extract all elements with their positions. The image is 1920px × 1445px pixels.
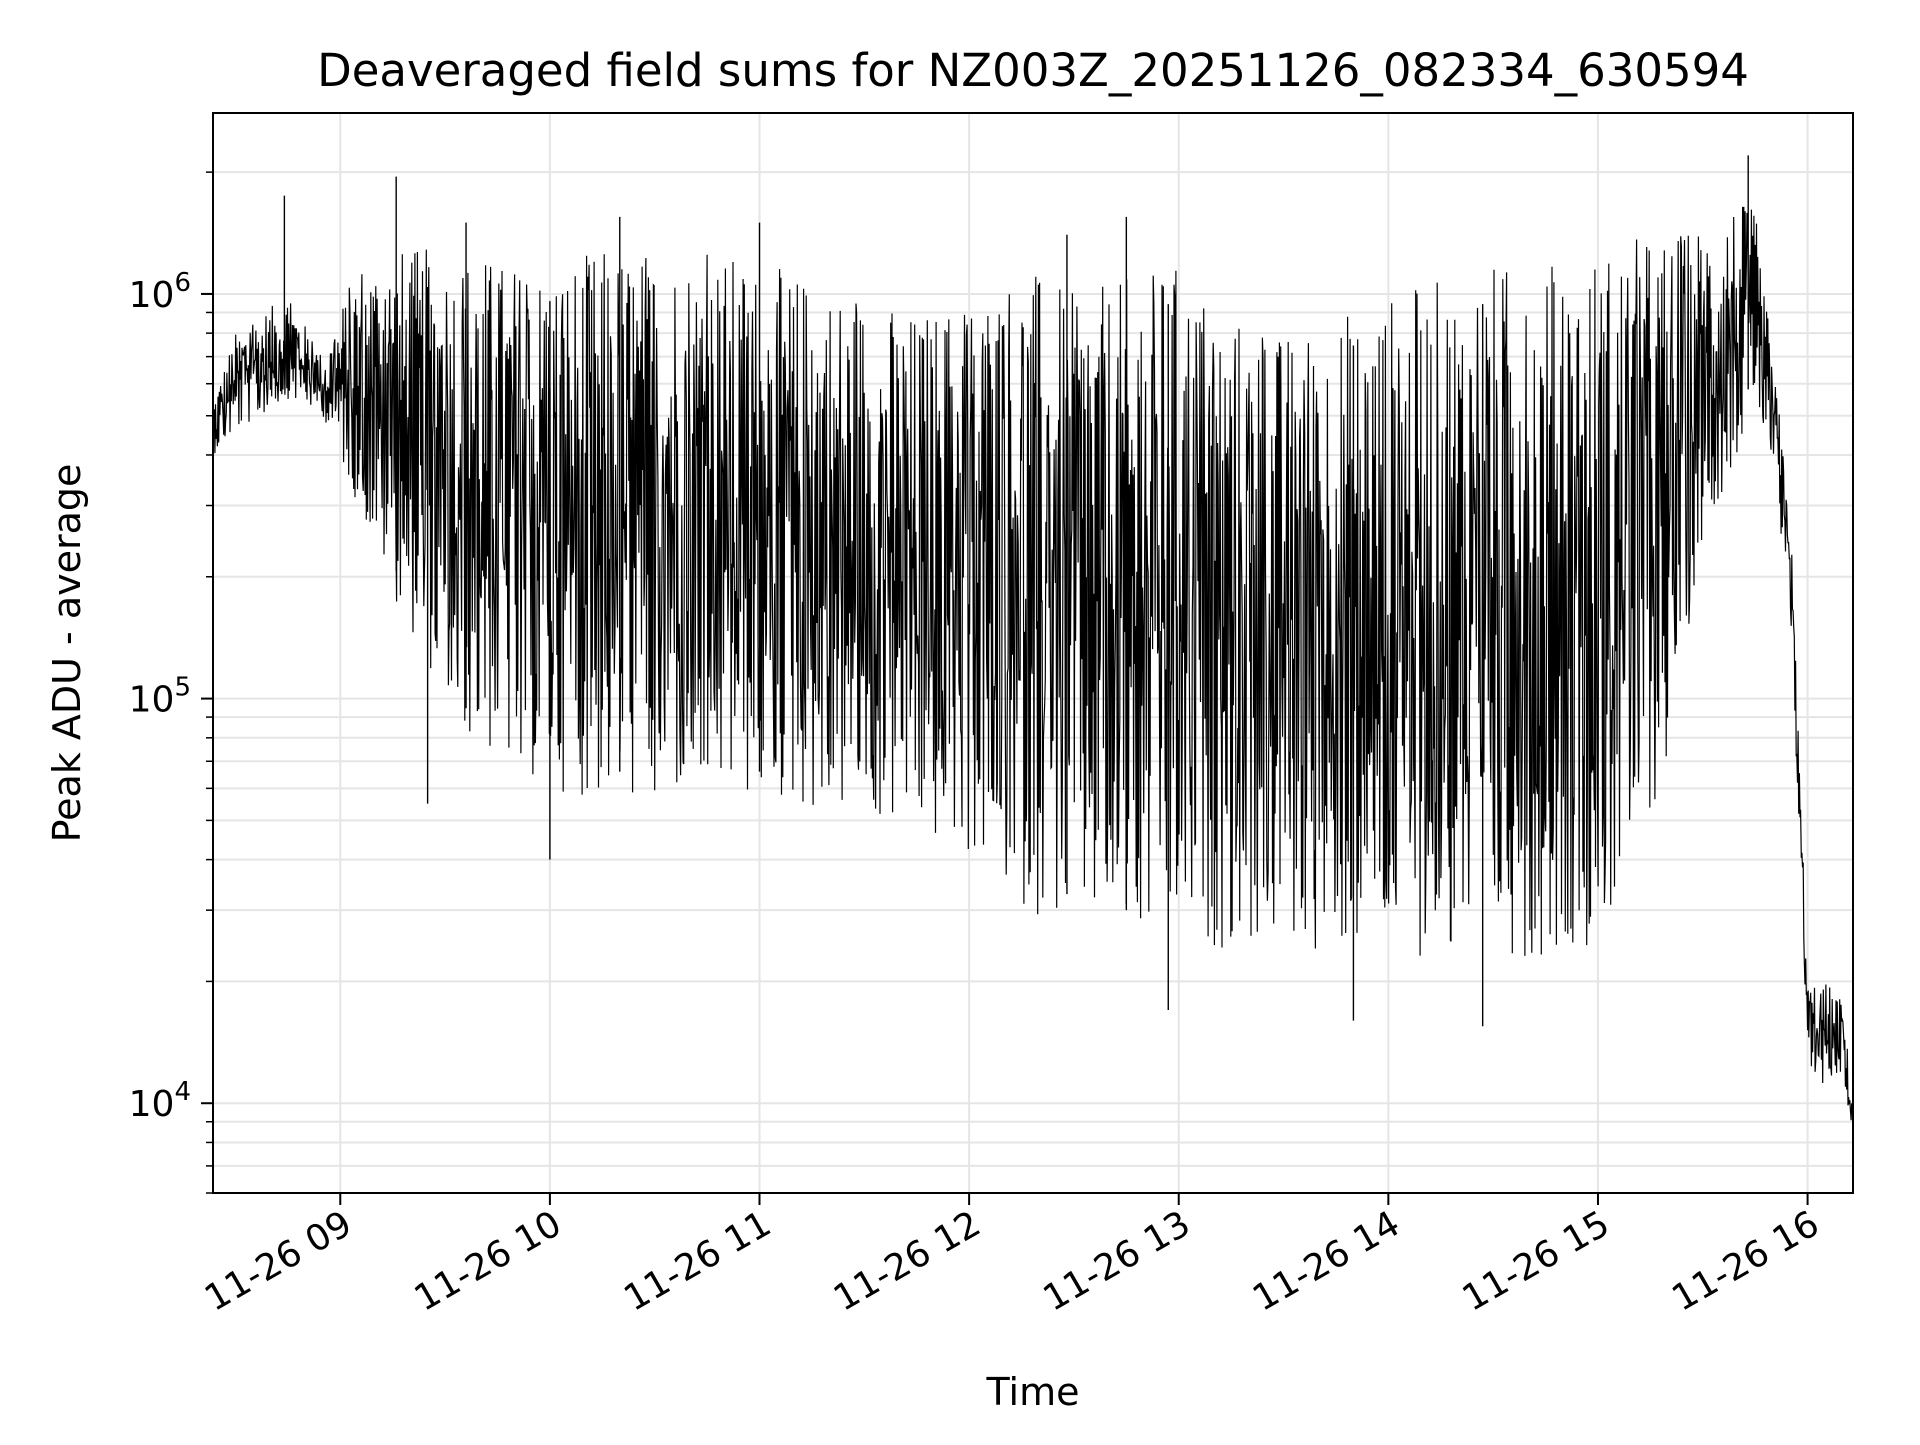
data-series <box>212 155 1854 1135</box>
x-axis-label: Time <box>986 1370 1080 1414</box>
y-tick-label: 105 <box>129 673 191 721</box>
plot-frame <box>212 112 1854 1194</box>
y-axis-label: Peak ADU - average <box>45 464 89 843</box>
y-tick-label: 104 <box>129 1077 191 1125</box>
chart-title: Deaveraged field sums for NZ003Z_2025112… <box>317 44 1749 97</box>
series-line <box>212 206 1854 1135</box>
y-tick-label: 106 <box>129 268 191 316</box>
